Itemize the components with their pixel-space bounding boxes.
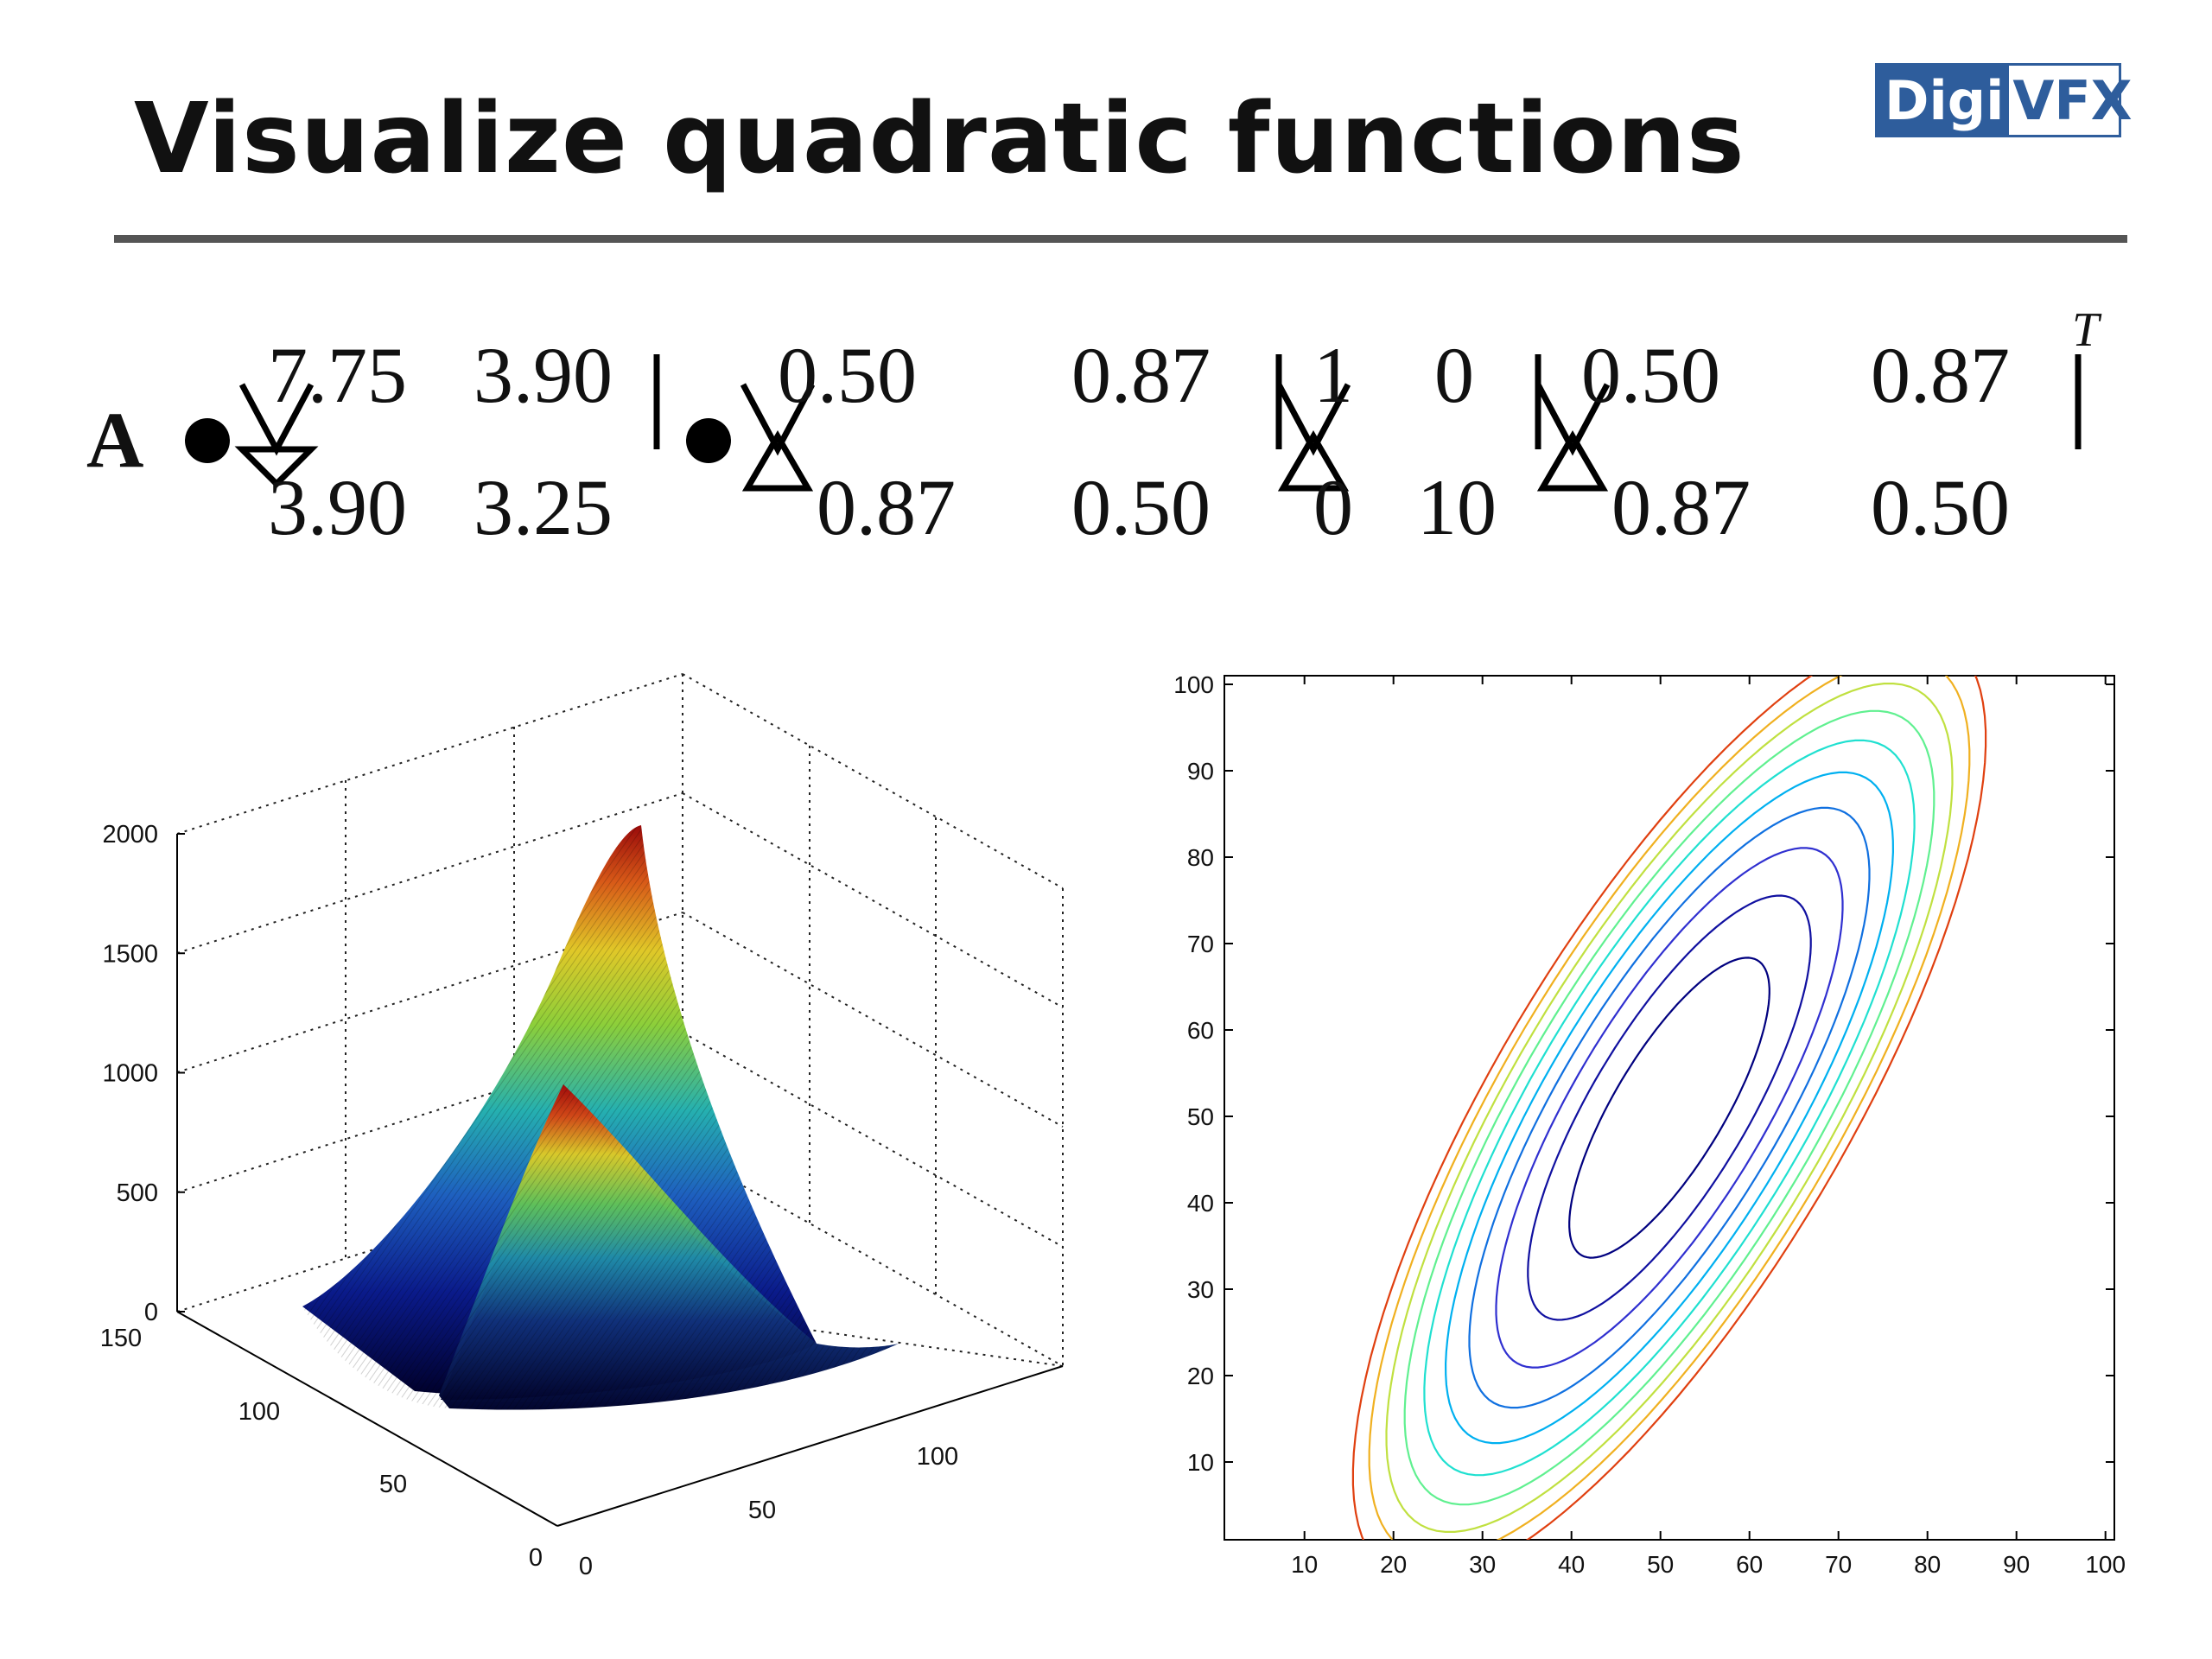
- contour-line: [1423, 739, 1916, 1477]
- contour-line: [1495, 847, 1844, 1369]
- a21: 3.90: [268, 463, 407, 551]
- contour-ticks: 10 20 30 40 50 60 70 80 90 100 10 20 30 40 50 60 70 80 90 1…: [1173, 671, 2126, 1578]
- y-tick-label: 40: [1187, 1190, 1214, 1217]
- y-tick-label: 100: [1173, 671, 1214, 698]
- contour-line: [1368, 676, 1971, 1540]
- x-tick-label: 50: [748, 1497, 776, 1524]
- surface-hatch: [302, 825, 899, 1410]
- y-tick-label: 20: [1187, 1363, 1214, 1389]
- equation-lhs: A: [86, 396, 143, 484]
- x-tick-label: 0: [579, 1553, 593, 1580]
- contour-line: [1444, 771, 1895, 1445]
- y-tick-label: 10: [1187, 1449, 1214, 1476]
- d22: 10: [1417, 463, 1497, 551]
- y-tick-label: 100: [238, 1398, 280, 1426]
- r21: 0.87: [817, 463, 956, 551]
- x-tick-label: 20: [1380, 1551, 1407, 1578]
- x-tick-label: 70: [1825, 1551, 1852, 1578]
- r22: 0.50: [1071, 463, 1211, 551]
- d11: 1: [1313, 331, 1353, 419]
- z-tick-label: 1000: [102, 1060, 158, 1088]
- contour-line: [1527, 894, 1812, 1321]
- x-tick-label: 10: [1291, 1551, 1318, 1578]
- y-tick-label: 50: [379, 1471, 407, 1498]
- x-tick-label: 40: [1558, 1551, 1585, 1578]
- surface-plot: [176, 673, 1064, 1527]
- y-tick-label: 50: [1187, 1103, 1214, 1130]
- r11: 0.50: [778, 331, 917, 419]
- s21: 0.87: [1611, 463, 1751, 551]
- logo-part-2: VFX: [2012, 68, 2133, 132]
- contour-line: [1403, 709, 1936, 1506]
- a22: 3.25: [474, 463, 613, 551]
- x-tick-label: 90: [2003, 1551, 2030, 1578]
- a11: 7.75: [268, 331, 407, 419]
- contour-frame: [1224, 675, 2115, 1541]
- x-tick-label: 100: [917, 1443, 958, 1471]
- x-tick-label: 80: [1914, 1551, 1941, 1578]
- y-tick-label: 80: [1187, 844, 1214, 871]
- x-tick-label: 100: [2085, 1551, 2126, 1578]
- digivfx-logo: Digi VFX: [1875, 63, 2133, 137]
- equals-bullet: [185, 418, 230, 463]
- contour-line: [1568, 957, 1770, 1259]
- r12: 0.87: [1071, 331, 1211, 419]
- z-tick-label: 500: [117, 1179, 158, 1207]
- x-tick-label: 50: [1647, 1551, 1674, 1578]
- y-tick-label: 30: [1187, 1276, 1214, 1303]
- d21: 0: [1313, 463, 1353, 551]
- slide-title: Visualize quadratic functions: [134, 83, 1745, 195]
- y-tick-label: 70: [1187, 931, 1214, 957]
- contour-line: [1385, 682, 1954, 1534]
- transpose-mark: T: [2072, 303, 2102, 357]
- a12: 3.90: [474, 331, 613, 419]
- title-divider: [114, 235, 2127, 243]
- z-tick-label: 1500: [102, 940, 158, 968]
- x-tick-label: 30: [1469, 1551, 1496, 1578]
- y-tick-label: 60: [1187, 1017, 1214, 1044]
- z-tick-label: 0: [144, 1299, 158, 1326]
- y-tick-label: 0: [529, 1544, 543, 1572]
- logo-part-1: Digi: [1878, 66, 2010, 135]
- contour-line: [1468, 806, 1871, 1409]
- times-bullet: [686, 418, 731, 463]
- s12: 0.87: [1871, 331, 2010, 419]
- s11: 0.50: [1581, 331, 1720, 419]
- contour-lines: [1351, 676, 1987, 1540]
- s22: 0.50: [1871, 463, 2010, 551]
- contour-line-group: [1351, 676, 1987, 1540]
- bracket-glyphs: [234, 354, 2082, 492]
- contour-plot: 10 20 30 40 50 60 70 80 90 100 10 20 30 40 50 60 70 80 90 1…: [1173, 671, 2126, 1578]
- y-tick-label: 150: [100, 1325, 142, 1352]
- contour-line: [1351, 676, 1987, 1540]
- d12: 0: [1434, 331, 1474, 419]
- z-tick-label: 2000: [102, 821, 158, 849]
- x-tick-label: 60: [1736, 1551, 1763, 1578]
- equation: A 7.75 3.90 3.90 3.25 0.50 0.87 0.87: [86, 303, 2102, 551]
- y-tick-label: 90: [1187, 758, 1214, 785]
